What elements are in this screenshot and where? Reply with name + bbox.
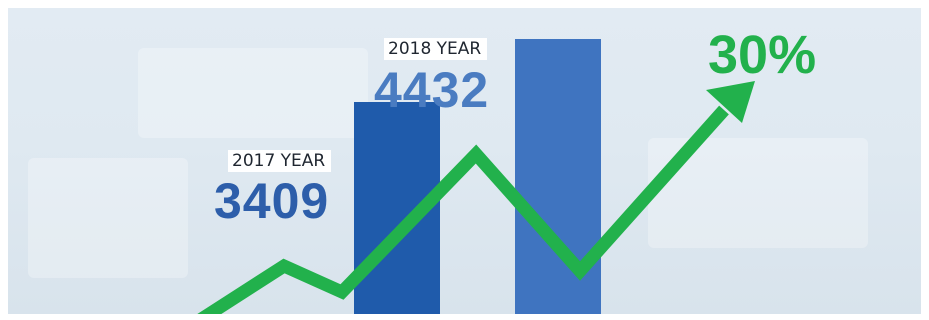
trend-arrow-head xyxy=(706,81,755,123)
growth-percent-label: 30% xyxy=(708,25,817,85)
year-label-2017: 2017 YEAR xyxy=(228,150,332,172)
trend-line-layer xyxy=(197,81,755,314)
trend-line xyxy=(197,105,729,314)
value-label-2018: 4432 xyxy=(374,62,490,118)
chart-canvas: 2017 YEAR 3409 2018 YEAR 4432 30% xyxy=(8,8,921,314)
year-label-2018: 2018 YEAR xyxy=(384,38,488,60)
value-label-2017: 3409 xyxy=(214,173,330,229)
background-haze-3 xyxy=(28,158,188,278)
background-haze-1 xyxy=(138,48,368,138)
